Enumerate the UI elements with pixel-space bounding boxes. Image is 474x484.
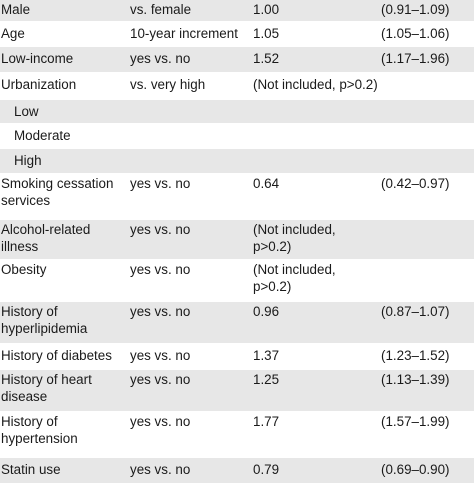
row-label: History of hyperlipidemia xyxy=(1,303,87,337)
reference-cell: yes vs. no xyxy=(130,262,191,277)
odds-ratio-cell-line: 1.25 xyxy=(253,372,280,387)
row-label: History of heart disease xyxy=(1,371,92,405)
reference-cell: yes vs. no xyxy=(130,372,191,387)
row-label-line: History of diabetes xyxy=(1,348,112,363)
odds-ratio-cell-line: p>0.2) xyxy=(253,279,292,294)
row-label: Smoking cessation services xyxy=(1,175,113,209)
odds-ratio-cell-line: 1.00 xyxy=(253,2,280,17)
odds-ratio-cell: (Not included, p>0.2) xyxy=(253,261,336,295)
odds-ratio-cell: 1.77 xyxy=(253,413,279,430)
odds-ratio-cell: 0.64 xyxy=(253,175,279,192)
odds-ratio-cell-line: (Not included, p>0.2) xyxy=(253,77,378,92)
row-label-line: Age xyxy=(1,26,25,41)
odds-ratio-cell-line: 1.05 xyxy=(253,26,280,41)
odds-ratio-cell: 1.25 xyxy=(253,371,279,388)
table-row: Moderate xyxy=(0,124,474,149)
row-label: History of diabetes xyxy=(1,347,112,364)
row-label-line: Low xyxy=(14,104,39,119)
row-label: Age xyxy=(1,25,25,42)
odds-ratio-cell-line: (Not included, xyxy=(253,222,336,237)
row-label-line: Statin use xyxy=(1,462,61,477)
table-row: Smoking cessation services yes vs. no 0.64 (… xyxy=(0,174,474,220)
odds-ratio-cell-line: 1.77 xyxy=(253,414,280,429)
row-label-line: Moderate xyxy=(14,128,71,143)
odds-ratio-cell: 1.05 xyxy=(253,25,279,42)
table-row: Urbanization vs. very high (Not included, … xyxy=(0,73,474,100)
confidence-interval-cell: (0.69–0.90) xyxy=(381,462,450,477)
row-label-line: History of heart xyxy=(1,372,92,387)
odds-ratio-cell: 1.00 xyxy=(253,1,279,18)
odds-ratio-cell-line: p>0.2) xyxy=(253,239,292,254)
odds-ratio-cell: (Not included, p>0.2) xyxy=(253,76,378,93)
table-row: Alcohol-related illness yes vs. no (Not inc… xyxy=(0,220,474,260)
row-label: Male xyxy=(1,1,30,18)
row-label-line: Low-income xyxy=(1,51,74,66)
reference-cell: vs. very high xyxy=(130,77,206,92)
reference-cell: yes vs. no xyxy=(130,51,191,66)
reference-cell: yes vs. no xyxy=(130,348,191,363)
row-label: Low-income xyxy=(1,50,73,67)
table-row: Male vs. female 1.00 (0.91–1.09) xyxy=(0,0,474,22)
table-row: Low xyxy=(0,100,474,124)
row-label-line: illness xyxy=(1,239,39,254)
row-label: Low xyxy=(14,103,39,120)
reference-cell: vs. female xyxy=(130,2,192,17)
row-label: History of hypertension xyxy=(1,413,78,447)
row-label: Urbanization xyxy=(1,76,76,93)
row-label: Statin use xyxy=(1,461,61,478)
row-label-line: Alcohol-related xyxy=(1,222,91,237)
table-row: History of diabetes yes vs. no 1.37 (1.23–1… xyxy=(0,344,474,370)
row-label-line: History of xyxy=(1,304,58,319)
table-row: Obesity yes vs. no (Not included, p>0.2) xyxy=(0,260,474,302)
reference-cell: yes vs. no xyxy=(130,304,191,319)
table-row: Statin use yes vs. no 0.79 (0.69–0.90) xyxy=(0,458,474,484)
confidence-interval-cell: (1.23–1.52) xyxy=(381,348,450,363)
confidence-interval-cell: (0.87–1.07) xyxy=(381,304,450,319)
odds-ratio-cell: 0.96 xyxy=(253,303,279,320)
confidence-interval-cell: (0.91–1.09) xyxy=(381,2,450,17)
odds-ratio-cell: (Not included, p>0.2) xyxy=(253,221,336,255)
row-label-line: hypertension xyxy=(1,431,78,446)
row-label-line: Male xyxy=(1,2,31,17)
row-label-line: hyperlipidemia xyxy=(1,321,88,336)
reference-cell: yes vs. no xyxy=(130,176,191,191)
row-label-line: Urbanization xyxy=(1,77,77,92)
table-row: History of heart disease yes vs. no 1.25 (1.… xyxy=(0,370,474,412)
row-label: Moderate xyxy=(14,127,71,144)
odds-ratio-cell-line: 1.52 xyxy=(253,51,280,66)
confidence-interval-cell: (1.17–1.96) xyxy=(381,51,450,66)
reference-cell: yes vs. no xyxy=(130,414,191,429)
row-label-line: services xyxy=(1,193,51,208)
row-label: High xyxy=(14,152,42,169)
reference-cell: yes vs. no xyxy=(130,222,191,237)
odds-ratio-cell-line: 0.64 xyxy=(253,176,280,191)
table-row: Age 10-year increment 1.05 (1.05–1.06) xyxy=(0,22,474,47)
table-row: History of hyperlipidemia yes vs. no 0.96 (0… xyxy=(0,302,474,344)
row-label-line: Smoking cessation xyxy=(1,176,114,191)
confidence-interval-cell: (0.42–0.97) xyxy=(381,176,450,191)
row-label-line: disease xyxy=(1,389,48,404)
odds-ratio-cell: 1.52 xyxy=(253,50,279,67)
table-row: High xyxy=(0,149,474,174)
table-row: History of hypertension yes vs. no 1.77 (1.5… xyxy=(0,412,474,458)
odds-ratio-cell-line: 0.96 xyxy=(253,304,280,319)
row-label-line: Obesity xyxy=(1,262,47,277)
confidence-interval-cell: (1.57–1.99) xyxy=(381,414,450,429)
row-label-line: History of xyxy=(1,414,58,429)
row-label-line: High xyxy=(14,153,42,168)
table-row: Low-income yes vs. no 1.52 (1.17–1.96) xyxy=(0,47,474,73)
reference-cell: yes vs. no xyxy=(130,462,191,477)
row-label: Alcohol-related illness xyxy=(1,221,90,255)
row-label: Obesity xyxy=(1,261,46,278)
confidence-interval-cell: (1.05–1.06) xyxy=(381,26,450,41)
odds-ratio-cell-line: 1.37 xyxy=(253,348,280,363)
odds-ratio-cell-line: (Not included, xyxy=(253,262,336,277)
odds-ratio-cell-line: 0.79 xyxy=(253,462,280,477)
odds-ratio-cell: 0.79 xyxy=(253,461,279,478)
reference-cell: 10-year increment xyxy=(130,26,238,41)
odds-ratio-cell: 1.37 xyxy=(253,347,279,364)
confidence-interval-cell: (1.13–1.39) xyxy=(381,372,450,387)
